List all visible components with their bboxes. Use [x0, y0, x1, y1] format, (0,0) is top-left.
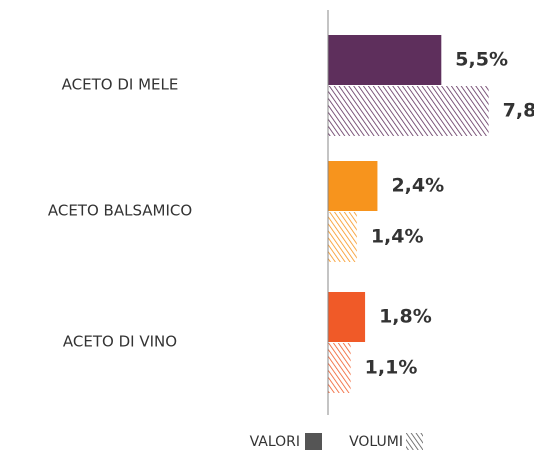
legend-swatch [305, 433, 322, 450]
value-label: 1,4% [371, 226, 424, 248]
category-label: ACETO DI MELE [62, 76, 179, 94]
bar [328, 292, 366, 342]
value-label: 7,8 [503, 100, 534, 122]
bar [328, 86, 489, 136]
bar [328, 161, 378, 211]
value-label: 1,8% [379, 306, 432, 328]
value-label: 5,5% [455, 49, 508, 71]
legend-label: VALORI [250, 434, 300, 450]
legend-swatch [406, 433, 423, 450]
legend-label: VOLUMI [349, 434, 403, 450]
category-label: ACETO BALSAMICO [48, 202, 192, 220]
value-label: 1,1% [365, 357, 418, 379]
bar [328, 35, 442, 85]
value-label: 2,4% [391, 175, 444, 197]
bar [328, 343, 351, 393]
bar [328, 212, 357, 262]
category-label: ACETO DI VINO [63, 333, 177, 351]
